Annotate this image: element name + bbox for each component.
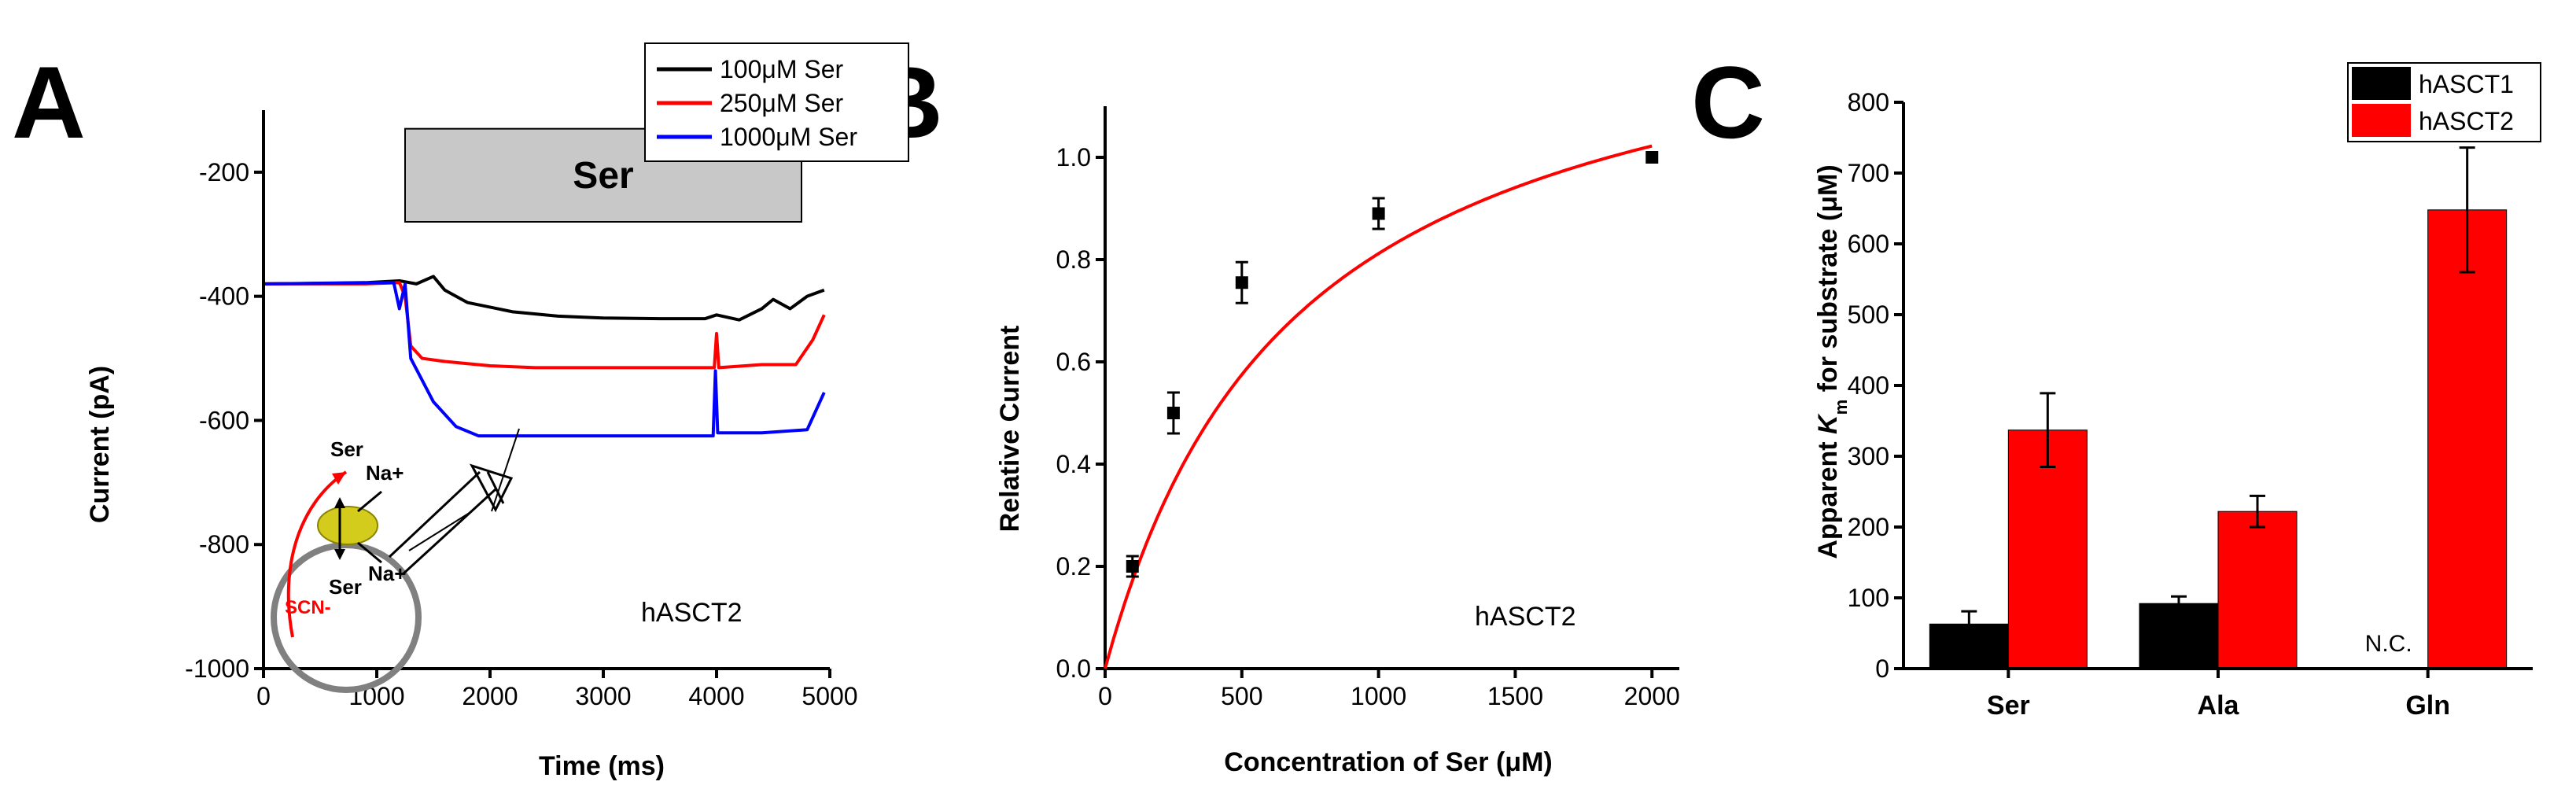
data-point-2 (1235, 276, 1248, 289)
y-tick-label: 0.2 (1056, 552, 1091, 581)
y-tick-label: 400 (1848, 371, 1889, 400)
y-axis-label-b: Relative Current (995, 326, 1025, 533)
y-tick-label: -200 (199, 158, 249, 186)
data-point-4 (1645, 151, 1659, 164)
data-point-1 (1166, 407, 1180, 419)
x-tick-label: 2000 (462, 682, 518, 710)
na-arrow-top-icon (357, 490, 382, 513)
legend-label-100: 100μM Ser (720, 55, 844, 83)
y-tick-label: -600 (199, 406, 249, 434)
y-tick-label: 0 (1875, 654, 1889, 683)
y-tick-label: -400 (199, 282, 249, 311)
legend-swatch-hasct2 (2352, 104, 2411, 137)
y-tick-label: 100 (1848, 584, 1889, 612)
data-point-0 (1126, 560, 1139, 573)
bar-hasct2-ser (2007, 429, 2088, 669)
not-calculated-label: N.C. (2365, 631, 2412, 657)
x-tick-label: 0 (256, 682, 271, 710)
annotation-a: hASCT2 (641, 598, 743, 628)
inset-label-na-bottom: Na+ (368, 562, 406, 585)
y-axis-label-c: Apparent Km for substrate (μM) (1813, 164, 1851, 559)
x-axis-label-a: Time (ms) (539, 751, 665, 781)
y-tick-label: 200 (1848, 513, 1889, 541)
panel-label-c: C (1691, 45, 1765, 160)
x-tick-label: 0 (1098, 682, 1112, 710)
pipette-line-icon (486, 471, 505, 504)
trace-1 (263, 281, 826, 370)
trace-2 (263, 281, 826, 438)
x-tick-label: 1500 (1487, 682, 1543, 710)
x-tick-label-ser: Ser (1987, 691, 2030, 721)
bar-hasct1-ala (2139, 603, 2219, 669)
inset-label-scn: SCN- (285, 597, 331, 618)
x-axis-label-b: Concentration of Ser (μM) (1224, 747, 1552, 777)
data-points (1126, 151, 1659, 578)
cell-inset: Ser Na+ Ser Na+ SCN- (271, 428, 520, 693)
x-tick-label-ala: Ala (2198, 691, 2240, 721)
y-tick-label: 500 (1848, 300, 1889, 329)
y-tick-label: 300 (1848, 442, 1889, 470)
y-tick-label: 1.0 (1056, 143, 1091, 171)
y-axis-label-a: Current (pA) (85, 366, 115, 523)
cell-membrane-icon (271, 542, 422, 693)
transporter-icon (317, 506, 378, 545)
trace-group (263, 275, 826, 438)
x-tick-label: 2000 (1624, 682, 1680, 710)
x-tick-label: 500 (1221, 682, 1262, 710)
inset-label-na-top: Na+ (366, 461, 404, 485)
panel-b-chart: 0.0 0.2 0.4 0.6 0.8 1.0 0 500 1000 1500 2000 Conce… (995, 106, 1680, 777)
legend-label-1000: 1000μM Ser (720, 123, 857, 151)
axes-b: 0.0 0.2 0.4 0.6 0.8 1.0 0 500 1000 1500 2000 (1056, 106, 1680, 710)
y-tick-label: 0.6 (1056, 348, 1091, 376)
y-tick-label: 0.8 (1056, 245, 1091, 274)
x-tick-label-gln: Gln (2405, 691, 2450, 721)
pipette-pointer-icon (408, 511, 473, 551)
legend-label-hasct2: hASCT2 (2419, 107, 2514, 135)
data-point-3 (1372, 207, 1385, 220)
y-tick-label: 0.0 (1056, 654, 1091, 683)
panel-label-a: A (12, 45, 86, 160)
legend-label-hasct1: hASCT1 (2419, 70, 2514, 98)
scn-arrow-icon (286, 470, 348, 638)
pipette-tip-icon (469, 463, 514, 513)
y-tick-label: -1000 (185, 654, 249, 683)
y-tick-label: -800 (199, 530, 249, 559)
annotation-b: hASCT2 (1475, 602, 1576, 632)
ser-arrowhead-up-icon (334, 497, 345, 508)
y-tick-label: 800 (1848, 88, 1889, 116)
x-tick-label: 4000 (688, 682, 744, 710)
trace-0 (263, 275, 825, 322)
legend-swatch-hasct1 (2352, 67, 2411, 100)
bar-hasct2-ala (2217, 511, 2298, 669)
pipette-icon (388, 470, 497, 576)
y-tick-label: 600 (1848, 230, 1889, 258)
application-bar-label: Ser (573, 155, 633, 197)
na-arrow-bottom-icon (357, 541, 382, 564)
scn-arrowhead-icon (332, 472, 346, 485)
y-tick-label: 0.4 (1056, 450, 1091, 478)
panel-a-chart: Ser -1000-800-600-400-2000 1000 2000 3000 40… (85, 42, 909, 781)
axes-c: 0 100 200 300 400 500 600 700 800 Ser Ala Gln (1848, 88, 2533, 721)
bar-hasct2-gln (2427, 209, 2508, 669)
bar-group (1929, 146, 2508, 669)
ser-arrowhead-down-icon (334, 549, 345, 560)
legend-label-250: 250μM Ser (720, 89, 844, 117)
pipette-lead-icon (491, 428, 520, 512)
x-tick-label: 1000 (1351, 682, 1406, 710)
axes-a: -1000-800-600-400-2000 1000 2000 3000 4000 50… (185, 110, 858, 710)
inset-label-ser-top: Ser (330, 437, 363, 461)
inset-label-ser-bottom: Ser (329, 575, 362, 599)
y-tick-label: 700 (1848, 159, 1889, 187)
fit-curve (1104, 144, 1653, 669)
x-tick-label: 5000 (802, 682, 857, 710)
x-tick-label: 3000 (575, 682, 631, 710)
